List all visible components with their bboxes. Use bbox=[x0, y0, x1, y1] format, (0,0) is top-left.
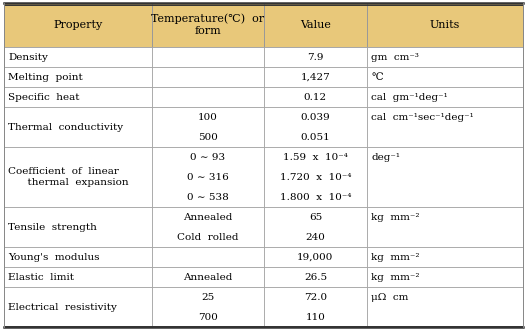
Text: cal  gm⁻¹deg⁻¹: cal gm⁻¹deg⁻¹ bbox=[372, 92, 448, 102]
Text: Thermal  conductivity: Thermal conductivity bbox=[8, 122, 123, 131]
Text: 240: 240 bbox=[306, 233, 325, 242]
Text: kg  mm⁻²: kg mm⁻² bbox=[372, 213, 420, 221]
Bar bbox=[4, 3, 152, 47]
Text: 0 ∼ 538: 0 ∼ 538 bbox=[187, 192, 229, 202]
Text: Density: Density bbox=[8, 52, 48, 61]
Bar bbox=[152, 3, 264, 47]
Text: 0.051: 0.051 bbox=[300, 133, 330, 142]
Text: 500: 500 bbox=[198, 133, 218, 142]
Bar bbox=[4, 87, 152, 107]
Text: kg  mm⁻²: kg mm⁻² bbox=[372, 252, 420, 261]
Text: 0.039: 0.039 bbox=[300, 113, 330, 121]
Text: Elastic  limit: Elastic limit bbox=[8, 273, 74, 281]
Text: 1.720  x  10⁻⁴: 1.720 x 10⁻⁴ bbox=[280, 173, 351, 182]
Bar bbox=[152, 287, 264, 327]
Bar bbox=[367, 247, 523, 267]
Text: Property: Property bbox=[53, 20, 103, 30]
Bar bbox=[367, 267, 523, 287]
Bar bbox=[264, 247, 367, 267]
Text: 25: 25 bbox=[201, 292, 214, 302]
Text: 1.59  x  10⁻⁴: 1.59 x 10⁻⁴ bbox=[283, 152, 348, 161]
Text: 65: 65 bbox=[309, 213, 322, 221]
Text: 0 ∼ 316: 0 ∼ 316 bbox=[187, 173, 229, 182]
Text: cal  cm⁻¹sec⁻¹deg⁻¹: cal cm⁻¹sec⁻¹deg⁻¹ bbox=[372, 113, 474, 121]
Bar bbox=[367, 147, 523, 207]
Bar bbox=[367, 67, 523, 87]
Text: Annealed: Annealed bbox=[183, 273, 232, 281]
Bar bbox=[264, 287, 367, 327]
Bar bbox=[4, 267, 152, 287]
Text: 100: 100 bbox=[198, 113, 218, 121]
Text: Young's  modulus: Young's modulus bbox=[8, 252, 100, 261]
Text: 72.0: 72.0 bbox=[304, 292, 327, 302]
Text: ℃: ℃ bbox=[372, 73, 383, 82]
Text: Electrical  resistivity: Electrical resistivity bbox=[8, 303, 117, 312]
Bar bbox=[264, 47, 367, 67]
Bar bbox=[4, 287, 152, 327]
Bar bbox=[152, 67, 264, 87]
Bar bbox=[152, 147, 264, 207]
Bar bbox=[4, 147, 152, 207]
Text: 0 ∼ 93: 0 ∼ 93 bbox=[190, 152, 225, 161]
Text: Cold  rolled: Cold rolled bbox=[177, 233, 238, 242]
Bar bbox=[264, 207, 367, 247]
Bar bbox=[152, 207, 264, 247]
Bar bbox=[152, 47, 264, 67]
Text: Specific  heat: Specific heat bbox=[8, 92, 80, 102]
Text: 19,000: 19,000 bbox=[297, 252, 334, 261]
Text: 110: 110 bbox=[306, 313, 325, 321]
Bar bbox=[264, 107, 367, 147]
Text: Value: Value bbox=[300, 20, 331, 30]
Text: Units: Units bbox=[430, 20, 461, 30]
Bar bbox=[152, 87, 264, 107]
Text: Temperature(℃)  or
form: Temperature(℃) or form bbox=[151, 14, 264, 36]
Bar bbox=[367, 47, 523, 67]
Text: 700: 700 bbox=[198, 313, 218, 321]
Text: 0.12: 0.12 bbox=[304, 92, 327, 102]
Bar bbox=[264, 147, 367, 207]
Text: Tensile  strength: Tensile strength bbox=[8, 222, 97, 232]
Bar bbox=[264, 3, 367, 47]
Text: 1,427: 1,427 bbox=[300, 73, 330, 82]
Bar bbox=[367, 3, 523, 47]
Bar bbox=[367, 107, 523, 147]
Text: gm  cm⁻³: gm cm⁻³ bbox=[372, 52, 419, 61]
Text: 1.800  x  10⁻⁴: 1.800 x 10⁻⁴ bbox=[280, 192, 351, 202]
Bar bbox=[367, 207, 523, 247]
Text: Annealed: Annealed bbox=[183, 213, 232, 221]
Text: kg  mm⁻²: kg mm⁻² bbox=[372, 273, 420, 281]
Bar bbox=[367, 287, 523, 327]
Bar bbox=[152, 267, 264, 287]
Text: deg⁻¹: deg⁻¹ bbox=[372, 152, 401, 161]
Text: Melting  point: Melting point bbox=[8, 73, 83, 82]
Bar bbox=[4, 207, 152, 247]
Text: μΩ  cm: μΩ cm bbox=[372, 292, 408, 302]
Bar bbox=[367, 87, 523, 107]
Bar bbox=[264, 267, 367, 287]
Bar bbox=[152, 107, 264, 147]
Text: 26.5: 26.5 bbox=[304, 273, 327, 281]
Text: Coefficient  of  linear
      thermal  expansion: Coefficient of linear thermal expansion bbox=[8, 167, 129, 187]
Bar bbox=[4, 107, 152, 147]
Bar bbox=[152, 247, 264, 267]
Bar bbox=[264, 67, 367, 87]
Bar bbox=[4, 47, 152, 67]
Text: 7.9: 7.9 bbox=[307, 52, 324, 61]
Bar bbox=[264, 87, 367, 107]
Bar bbox=[4, 247, 152, 267]
Bar bbox=[4, 67, 152, 87]
